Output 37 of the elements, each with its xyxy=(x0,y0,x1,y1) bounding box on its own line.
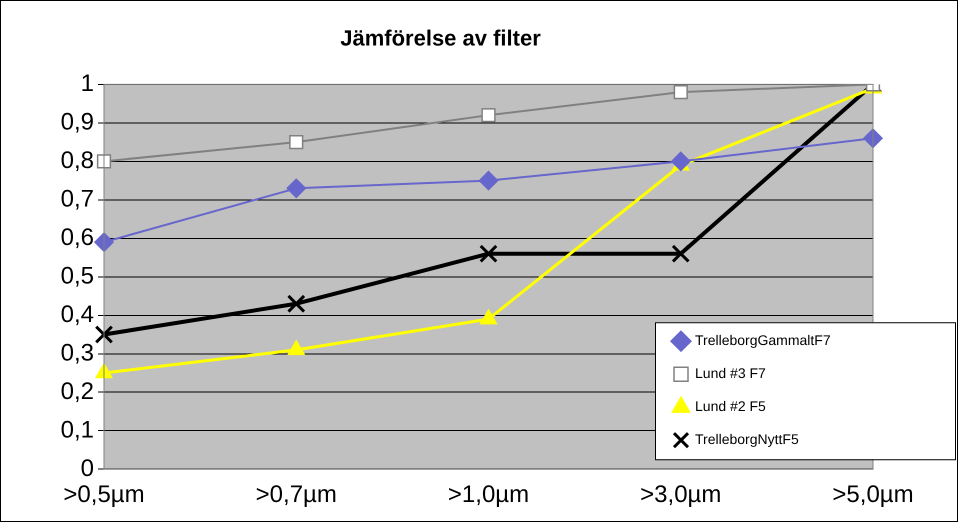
point xyxy=(478,170,498,190)
y-tick-label: 0,3 xyxy=(60,339,94,366)
x-tick-label: >0,7µm xyxy=(256,481,337,508)
point xyxy=(289,135,304,150)
y-tick-label: 0,6 xyxy=(60,224,94,251)
y-tick-label: 0,5 xyxy=(60,262,94,290)
y-tick-label: 0,7 xyxy=(60,185,94,212)
x-tick-label: >3,0µm xyxy=(640,481,722,508)
point xyxy=(671,152,690,172)
chart-title: Jämförelse av filter xyxy=(340,25,542,50)
y-tick-label: 0 xyxy=(80,454,94,482)
point xyxy=(481,108,496,122)
legend-label: TrelleborgNyttF5 xyxy=(695,431,799,448)
point xyxy=(95,363,113,378)
point xyxy=(286,178,306,198)
point xyxy=(94,325,114,344)
y-tick-label: 0,1 xyxy=(60,416,94,444)
y-tick-label: 1 xyxy=(80,70,94,98)
point xyxy=(96,154,112,168)
y-tick-label: 0,4 xyxy=(60,300,94,328)
point xyxy=(94,232,114,252)
x-tick-label: >0,5µm xyxy=(63,481,145,508)
legend-label: Lund #3 F7 xyxy=(695,365,766,382)
point xyxy=(863,128,883,148)
point xyxy=(671,244,690,263)
x-tick-label: >5,0µm xyxy=(832,481,914,508)
legend-label: Lund #2 F5 xyxy=(695,398,766,414)
y-tick-label: 0,2 xyxy=(60,378,94,405)
point xyxy=(479,244,498,263)
legend-label: TrelleborgGammaltF7 xyxy=(695,332,831,348)
point xyxy=(674,84,688,100)
point xyxy=(286,294,306,314)
y-tick-label: 0,9 xyxy=(60,108,94,136)
point xyxy=(480,309,498,324)
y-tick-label: 0,8 xyxy=(60,146,94,174)
x-tick-label: >1,0µm xyxy=(448,481,530,508)
point xyxy=(288,340,305,356)
